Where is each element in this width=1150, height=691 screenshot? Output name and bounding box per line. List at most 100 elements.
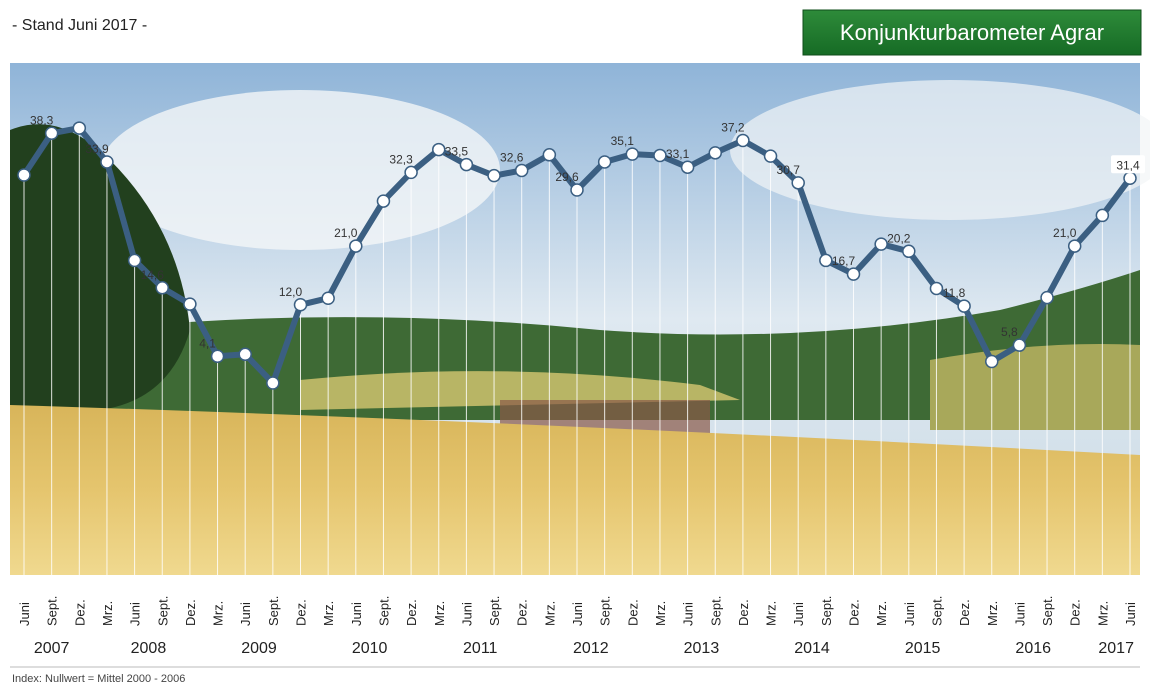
data-label: 33,5 <box>445 145 469 159</box>
point <box>820 254 832 266</box>
data-label: 31,4 <box>1116 158 1140 172</box>
year-label: 2010 <box>352 640 388 657</box>
point <box>737 134 749 146</box>
x-tick-label: Dez. <box>72 599 87 626</box>
x-tick-label: Sept. <box>598 596 613 626</box>
point <box>875 238 887 250</box>
x-tick-label: Mrz. <box>985 601 1000 626</box>
x-tick-label: Juni <box>570 602 585 626</box>
year-label: 2008 <box>131 640 167 657</box>
point <box>377 195 389 207</box>
point <box>322 292 334 304</box>
data-label: 16,7 <box>832 254 856 268</box>
x-tick-label: Mrz. <box>211 601 226 626</box>
point <box>599 156 611 168</box>
data-label: 20,2 <box>887 231 911 245</box>
x-tick-label: Sept. <box>266 596 281 626</box>
point <box>571 184 583 196</box>
x-tick-label: Juni <box>791 602 806 626</box>
point <box>405 166 417 178</box>
point <box>626 148 638 160</box>
x-tick-label: Juni <box>128 602 143 626</box>
point <box>986 355 998 367</box>
point <box>930 282 942 294</box>
point <box>516 164 528 176</box>
data-label: 5,8 <box>1001 325 1018 339</box>
year-label: 2011 <box>463 640 498 657</box>
point <box>903 245 915 257</box>
year-label: 2009 <box>241 640 277 657</box>
point <box>212 350 224 362</box>
point <box>765 150 777 162</box>
x-tick-label: Sept. <box>376 596 391 626</box>
data-label: 29,6 <box>555 170 579 184</box>
x-tick-label: Dez. <box>847 599 862 626</box>
point <box>654 149 666 161</box>
point <box>1096 209 1108 221</box>
x-tick-label: Sept. <box>155 596 170 626</box>
background-photo <box>10 63 1150 575</box>
x-tick-label: Sept. <box>45 596 60 626</box>
badge-text: Konjunkturbarometer Agrar <box>840 20 1104 45</box>
point <box>239 348 251 360</box>
x-tick-label: Dez. <box>625 599 640 626</box>
x-tick-label: Dez. <box>294 599 309 626</box>
data-label: 14,6 <box>141 268 165 282</box>
point <box>709 147 721 159</box>
point <box>101 156 113 168</box>
year-label: 2015 <box>905 640 941 657</box>
point <box>1013 339 1025 351</box>
x-tick-label: Mrz. <box>321 601 336 626</box>
year-label: 2016 <box>1015 640 1051 657</box>
data-label: 21,0 <box>1053 226 1077 240</box>
data-label: 32,6 <box>500 150 524 164</box>
x-tick-label: Juni <box>681 602 696 626</box>
x-tick-label: Sept. <box>1040 596 1055 626</box>
x-tick-label: Sept. <box>819 596 834 626</box>
data-label: 33,1 <box>666 147 690 161</box>
x-tick-label: Mrz. <box>432 601 447 626</box>
point <box>433 144 445 156</box>
x-tick-label: Juni <box>1123 602 1138 626</box>
point <box>488 170 500 182</box>
data-label: 32,3 <box>389 152 413 166</box>
data-label: 11,8 <box>943 286 966 300</box>
point <box>1041 292 1053 304</box>
data-label: 12,0 <box>279 285 303 299</box>
data-label: 38,3 <box>30 113 54 127</box>
point <box>958 300 970 312</box>
point <box>46 127 58 139</box>
data-label: 35,1 <box>611 134 635 148</box>
x-tick-label: Juni <box>459 602 474 626</box>
point <box>543 149 555 161</box>
x-tick-label: Juni <box>349 602 364 626</box>
year-label: 2014 <box>794 640 830 657</box>
point <box>267 377 279 389</box>
year-label: 2007 <box>34 640 70 657</box>
x-tick-label: Sept. <box>929 596 944 626</box>
x-tick-label: Dez. <box>515 599 530 626</box>
point <box>156 282 168 294</box>
point <box>18 169 30 181</box>
year-label: 2013 <box>684 640 720 657</box>
x-tick-label: Juni <box>1012 602 1027 626</box>
x-tick-label: Sept. <box>487 596 502 626</box>
point <box>184 298 196 310</box>
x-tick-label: Dez. <box>736 599 751 626</box>
x-tick-label: Mrz. <box>100 601 115 626</box>
x-tick-label: Dez. <box>1068 599 1083 626</box>
data-label: 4,1 <box>199 336 216 350</box>
x-tick-label: Sept. <box>708 596 723 626</box>
point <box>1069 240 1081 252</box>
x-tick-label: Mrz. <box>542 601 557 626</box>
year-label: 2012 <box>573 640 609 657</box>
chart: - Stand Juni 2017 - Konjunkturbarometer … <box>0 0 1150 686</box>
data-label: 33,9 <box>85 142 109 156</box>
x-tick-label: Dez. <box>957 599 972 626</box>
point <box>682 161 694 173</box>
x-tick-label: Dez. <box>183 599 198 626</box>
point <box>1124 172 1136 184</box>
x-tick-label: Juni <box>902 602 917 626</box>
x-tick-label: Juni <box>17 602 32 626</box>
data-label: 37,2 <box>721 120 745 134</box>
